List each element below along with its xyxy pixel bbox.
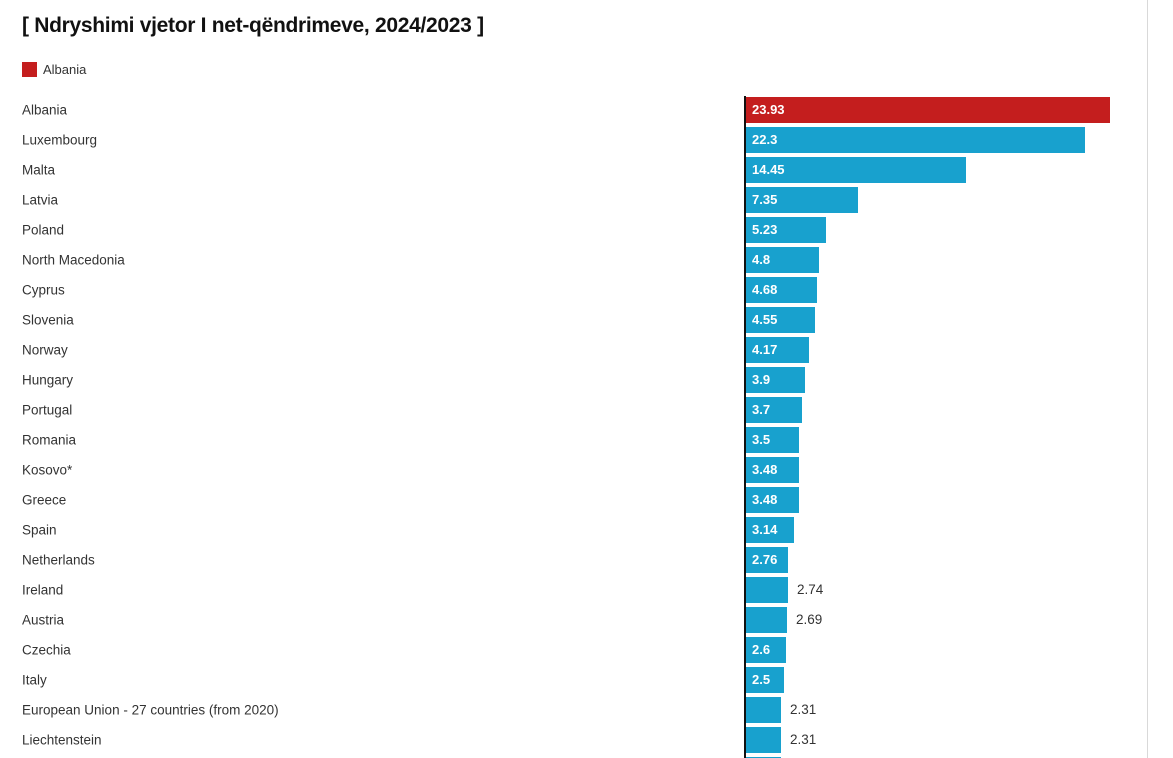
category-label: Portugal xyxy=(22,402,73,418)
chart-row: North Macedonia 4.8 xyxy=(0,245,1147,275)
category-label: Malta xyxy=(22,162,56,178)
category-label: Latvia xyxy=(22,192,59,208)
chart-title: [ Ndryshimi vjetor I net-qëndrimeve, 202… xyxy=(22,14,484,37)
chart-row: Italy 2.5 xyxy=(0,665,1147,695)
category-label: Spain xyxy=(22,522,57,538)
category-label: Austria xyxy=(22,612,65,628)
bar[interactable]: 14.45 xyxy=(746,157,966,183)
bar[interactable]: 5.23 xyxy=(746,217,826,243)
legend-label[interactable]: Albania xyxy=(43,62,87,77)
category-label: Ireland xyxy=(22,582,64,598)
chart-row: Romania 3.5 xyxy=(0,425,1147,455)
category-label: Netherlands xyxy=(22,552,95,568)
legend: Albania xyxy=(22,62,86,77)
value-label: 3.48 xyxy=(752,462,778,477)
category-label: Romania xyxy=(22,432,77,448)
category-label: Italy xyxy=(22,672,47,688)
value-label: 2.31 xyxy=(790,732,817,747)
chart-row: Hungary 3.9 xyxy=(0,365,1147,395)
category-label: European Union - 27 countries (from 2020… xyxy=(22,702,279,718)
value-label: 14.45 xyxy=(752,162,785,177)
category-label: Kosovo* xyxy=(22,462,73,478)
value-label: 2.74 xyxy=(797,582,824,597)
bar[interactable]: 4.68 xyxy=(746,277,817,303)
bar[interactable]: 4.55 xyxy=(746,307,815,333)
bar[interactable]: 22.3 xyxy=(746,127,1085,153)
bar[interactable]: 4.17 xyxy=(746,337,809,363)
bar[interactable]: 4.8 xyxy=(746,247,819,273)
category-label: Slovenia xyxy=(22,312,74,328)
legend-swatch-icon[interactable] xyxy=(22,62,37,77)
value-label: 2.5 xyxy=(752,672,771,687)
bar[interactable]: 2.6 xyxy=(746,637,786,663)
value-label: 3.7 xyxy=(752,402,771,417)
chart-row: Ireland 2.74 xyxy=(0,575,1147,605)
bar[interactable]: 3.7 xyxy=(746,397,802,423)
chart-row: Luxembourg 22.3 xyxy=(0,125,1147,155)
category-label: Cyprus xyxy=(22,282,65,298)
bar[interactable] xyxy=(746,577,788,603)
category-label: Greece xyxy=(22,492,67,508)
value-label: 4.8 xyxy=(752,252,771,267)
bar[interactable]: 3.48 xyxy=(746,457,799,483)
chart-row: Kosovo* 3.48 xyxy=(0,455,1147,485)
bar[interactable] xyxy=(746,727,781,753)
value-label: 2.69 xyxy=(796,612,823,627)
chart-row: Austria 2.69 xyxy=(0,605,1147,635)
category-label: North Macedonia xyxy=(22,252,125,268)
chart-row: Cyprus 4.68 xyxy=(0,275,1147,305)
bar[interactable] xyxy=(746,697,781,723)
value-label: 3.14 xyxy=(752,522,778,537)
category-label: Norway xyxy=(22,342,68,358)
value-label: 4.55 xyxy=(752,312,778,327)
value-label: 4.17 xyxy=(752,342,778,357)
chart-row: Slovenia 4.55 xyxy=(0,305,1147,335)
chart-row: European Union - 27 countries (from 2020… xyxy=(0,695,1147,725)
category-label: Luxembourg xyxy=(22,132,98,148)
bar[interactable]: 2.76 xyxy=(746,547,788,573)
bar[interactable]: 3.14 xyxy=(746,517,794,543)
chart-row: Netherlands 2.76 xyxy=(0,545,1147,575)
value-label: 22.3 xyxy=(752,132,778,147)
chart-row: Latvia 7.35 xyxy=(0,185,1147,215)
bar[interactable]: 2.5 xyxy=(746,667,784,693)
value-label: 2.31 xyxy=(790,702,817,717)
chart-row: Malta 14.45 xyxy=(0,155,1147,185)
bar[interactable]: 3.48 xyxy=(746,487,799,513)
value-label: 3.9 xyxy=(752,372,771,387)
category-label: Poland xyxy=(22,222,65,238)
bar-chart: Albania 23.93 Luxembourg 22.3 Malta 14.45 Latv… xyxy=(0,95,1147,758)
chart-row: Greece 3.48 xyxy=(0,485,1147,515)
category-label: Czechia xyxy=(22,642,71,658)
bar[interactable] xyxy=(746,607,787,633)
value-label: 5.23 xyxy=(752,222,778,237)
value-label: 3.5 xyxy=(752,432,771,447)
chart-row: Norway 4.17 xyxy=(0,335,1147,365)
category-label: Hungary xyxy=(22,372,74,388)
value-label: 3.48 xyxy=(752,492,778,507)
value-label: 2.6 xyxy=(752,642,771,657)
chart-row: Portugal 3.7 xyxy=(0,395,1147,425)
y-axis-line xyxy=(744,96,746,758)
value-label: 7.35 xyxy=(752,192,778,207)
chart-row: Liechtenstein 2.31 xyxy=(0,725,1147,755)
bar-highlight[interactable]: 23.93 xyxy=(746,97,1110,123)
chart-row: Poland 5.23 xyxy=(0,215,1147,245)
category-label: Albania xyxy=(22,102,68,118)
category-label: Liechtenstein xyxy=(22,732,102,748)
bar[interactable]: 3.9 xyxy=(746,367,805,393)
right-border-line xyxy=(1147,0,1148,758)
bar[interactable]: 3.5 xyxy=(746,427,799,453)
value-label: 2.76 xyxy=(752,552,778,567)
chart-row: Czechia 2.6 xyxy=(0,635,1147,665)
bar[interactable]: 7.35 xyxy=(746,187,858,213)
chart-row: Albania 23.93 xyxy=(0,95,1147,125)
value-label: 23.93 xyxy=(752,102,785,117)
chart-row: Spain 3.14 xyxy=(0,515,1147,545)
value-label: 4.68 xyxy=(752,282,778,297)
